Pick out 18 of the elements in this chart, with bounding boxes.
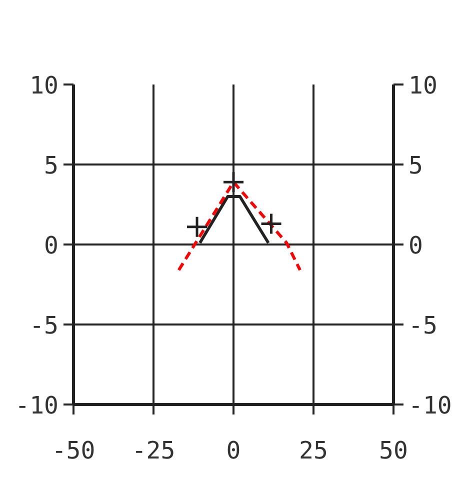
y2-tick-label: -5 — [408, 312, 438, 340]
y2-tick-label: 5 — [408, 152, 423, 180]
y-tick-label: 5 — [44, 152, 59, 180]
x-tick-label: -25 — [132, 436, 176, 464]
y-tick-label: -5 — [30, 312, 59, 340]
point — [222, 170, 245, 194]
y-tick-label: 10 — [30, 72, 59, 100]
x-tick-label: -50 — [52, 436, 96, 464]
point — [260, 212, 283, 235]
y-tick-label: -10 — [15, 392, 59, 420]
y2-tick-label: 0 — [408, 232, 423, 260]
point — [186, 216, 208, 238]
x-tick-label: 50 — [379, 436, 408, 464]
y-tick-label: 0 — [44, 232, 59, 260]
y2-tick-label: 10 — [408, 72, 438, 100]
x-tick-label: 0 — [226, 436, 241, 464]
y2-tick-label: -10 — [408, 392, 452, 420]
x-tick-label: 25 — [299, 436, 328, 464]
